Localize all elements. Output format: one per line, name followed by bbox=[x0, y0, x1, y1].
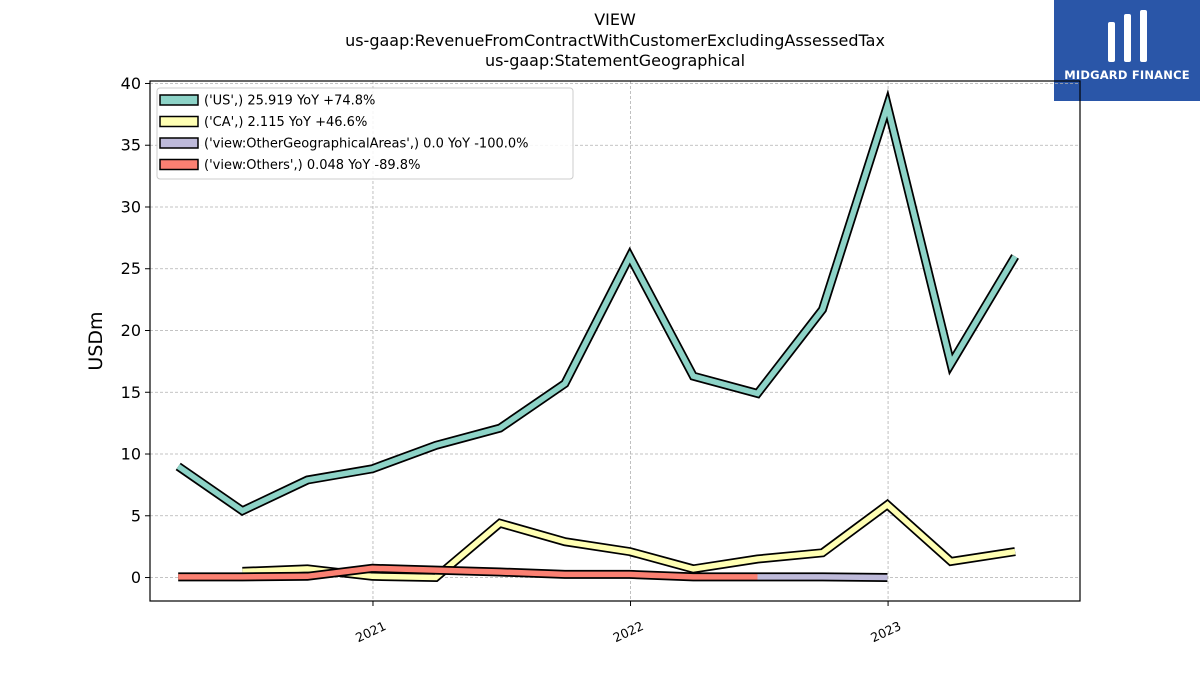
y-tick-label: 15 bbox=[121, 383, 141, 402]
legend-swatch bbox=[159, 158, 199, 171]
title-line-3: us-gaap:StatementGeographical bbox=[484, 51, 746, 70]
y-tick-label: 35 bbox=[121, 136, 141, 155]
y-tick-label: 10 bbox=[121, 445, 141, 464]
plot-frame bbox=[149, 80, 1081, 602]
legend-entry: ('view:Others',) 0.048 YoY -89.8% bbox=[204, 158, 420, 173]
legend-entry: ('CA',) 2.115 YoY +46.6% bbox=[204, 115, 367, 130]
chart-title: VIEW us-gaap:RevenueFromContractWithCust… bbox=[150, 10, 1080, 72]
legend-swatch bbox=[159, 115, 199, 128]
legend: ('US',) 25.919 YoY +74.8% ('CA',) 2.115 Y… bbox=[156, 87, 574, 180]
legend-entry: ('view:OtherGeographicalAreas',) 0.0 YoY… bbox=[204, 137, 529, 152]
title-line-2: us-gaap:RevenueFromContractWithCustomerE… bbox=[345, 30, 885, 50]
series-line-3 bbox=[757, 574, 888, 581]
y-tick-label: 20 bbox=[121, 321, 141, 340]
x-tick-label: 2023 bbox=[868, 618, 903, 645]
title-line-1: VIEW bbox=[594, 10, 636, 29]
legend-box bbox=[156, 87, 574, 180]
x-tick-label: 2021 bbox=[353, 618, 388, 645]
logo-text: MIDGARD FINANCE bbox=[1064, 68, 1190, 82]
logo-icon bbox=[1054, 0, 1200, 101]
y-tick-label: 5 bbox=[131, 506, 141, 525]
y-tick-label: 25 bbox=[121, 259, 141, 278]
series-lines bbox=[175, 89, 1019, 583]
series-line-1 bbox=[176, 95, 1018, 514]
y-tick-label: 0 bbox=[131, 568, 141, 587]
midgard-finance-logo: MIDGARD FINANCE bbox=[1054, 0, 1200, 101]
legend-swatch bbox=[159, 137, 199, 149]
y-tick-label: 40 bbox=[121, 74, 141, 93]
y-tick-label: 30 bbox=[121, 197, 141, 216]
x-tick-label: 2022 bbox=[611, 618, 646, 645]
legend-entry: ('US',) 25.919 YoY +74.8% bbox=[204, 94, 375, 109]
legend-swatch bbox=[159, 94, 199, 106]
series-line-2 bbox=[242, 501, 1016, 581]
series-line-4 bbox=[178, 565, 758, 580]
y-axis-label: USDm bbox=[85, 311, 107, 370]
